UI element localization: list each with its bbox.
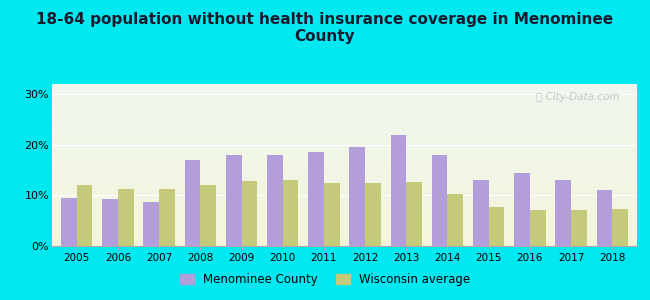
Text: ⓘ City-Data.com: ⓘ City-Data.com [536, 92, 619, 102]
Bar [77, 185, 92, 246]
Bar [144, 202, 159, 246]
Bar [530, 209, 545, 246]
Bar [571, 209, 587, 246]
Bar [597, 190, 612, 246]
Bar [432, 155, 447, 246]
Bar [473, 180, 489, 246]
Bar [242, 181, 257, 246]
Bar [283, 180, 298, 246]
Bar [267, 155, 283, 246]
Bar [391, 135, 406, 246]
Bar [447, 194, 463, 246]
Legend: Menominee County, Wisconsin average: Menominee County, Wisconsin average [175, 269, 475, 291]
Bar [556, 180, 571, 246]
Bar [200, 185, 216, 246]
Text: 18-64 population without health insurance coverage in Menominee
County: 18-64 population without health insuranc… [36, 12, 614, 44]
Bar [185, 160, 200, 246]
Bar [102, 199, 118, 246]
Bar [118, 189, 133, 246]
Bar [489, 206, 504, 246]
Bar [350, 147, 365, 246]
Bar [308, 152, 324, 246]
Bar [159, 189, 175, 246]
Bar [365, 183, 381, 246]
Bar [406, 182, 422, 246]
Bar [612, 208, 628, 246]
Bar [61, 198, 77, 246]
Bar [226, 155, 242, 246]
Bar [514, 172, 530, 246]
Bar [324, 183, 339, 246]
